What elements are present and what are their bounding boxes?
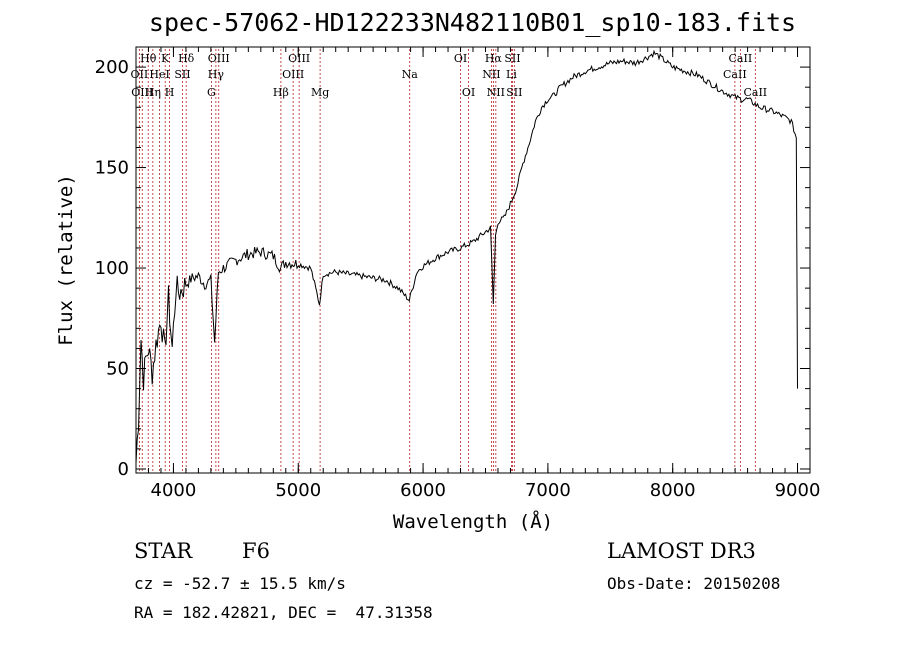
coordinates-text: RA = 182.42821, DEC = 47.31358 xyxy=(134,603,433,622)
x-tick-label: 9000 xyxy=(775,480,821,501)
line-label: Hβ xyxy=(273,86,289,99)
x-tick-label: 4000 xyxy=(151,480,197,501)
line-label: G xyxy=(207,86,216,99)
line-label: CaII xyxy=(729,52,753,65)
line-label: K xyxy=(161,52,170,65)
line-label: NII xyxy=(487,86,505,99)
spectrum-line xyxy=(135,49,798,464)
line-label: SII xyxy=(174,68,190,81)
x-axis-title: Wavelength (Å) xyxy=(393,510,553,533)
chart-title: spec-57062-HD122233N482110B01_sp10-183.f… xyxy=(148,8,797,37)
plot-frame xyxy=(135,46,811,474)
line-label: Hθ xyxy=(140,52,157,65)
x-tick-label: 8000 xyxy=(650,480,696,501)
line-label: SII xyxy=(506,86,522,99)
line-label: CaII xyxy=(743,86,767,99)
line-label: Na xyxy=(402,68,419,81)
line-label: Hδ xyxy=(178,52,195,65)
observation-date: Obs-Date: 20150208 xyxy=(607,574,781,593)
line-label: Mg xyxy=(311,86,329,99)
y-tick-label: 50 xyxy=(106,359,129,380)
line-markers xyxy=(138,49,756,473)
line-label: H xyxy=(165,86,175,99)
survey-name: LAMOST DR3 xyxy=(607,539,756,563)
line-label: OI xyxy=(462,86,475,99)
y-tick-label: 100 xyxy=(95,258,129,279)
line-label: OIII xyxy=(208,52,230,65)
object-subclass: F6 xyxy=(242,539,270,563)
line-label: OI xyxy=(454,52,467,65)
object-class: STAR xyxy=(134,539,193,563)
line-label: Li xyxy=(506,68,517,81)
line-label: Hα xyxy=(485,52,503,65)
line-label: OIII xyxy=(282,68,304,81)
y-tick-label: 150 xyxy=(95,158,129,179)
y-tick-label: 200 xyxy=(95,57,129,78)
line-label: HeI xyxy=(149,68,169,81)
line-label: CaII xyxy=(723,68,747,81)
x-tick-label: 6000 xyxy=(400,480,446,501)
line-label: OIII xyxy=(131,86,153,99)
x-tick-label: 5000 xyxy=(275,480,321,501)
line-label: OII xyxy=(131,68,149,81)
y-axis-title: Flux (relative) xyxy=(55,174,77,346)
line-label: Hγ xyxy=(208,68,225,81)
redshift-text: cz = -52.7 ± 15.5 km/s xyxy=(134,574,346,593)
line-label: Hη xyxy=(145,86,161,99)
line-label: OIII xyxy=(288,52,310,65)
y-tick-label: 0 xyxy=(118,459,129,480)
x-tick-label: 7000 xyxy=(525,480,571,501)
line-label: NII xyxy=(482,68,500,81)
axis-ticks: 4000 5000 6000 7000 8000 9000 0 50 100 150 200 xyxy=(95,47,821,501)
line-label: SII xyxy=(504,52,520,65)
